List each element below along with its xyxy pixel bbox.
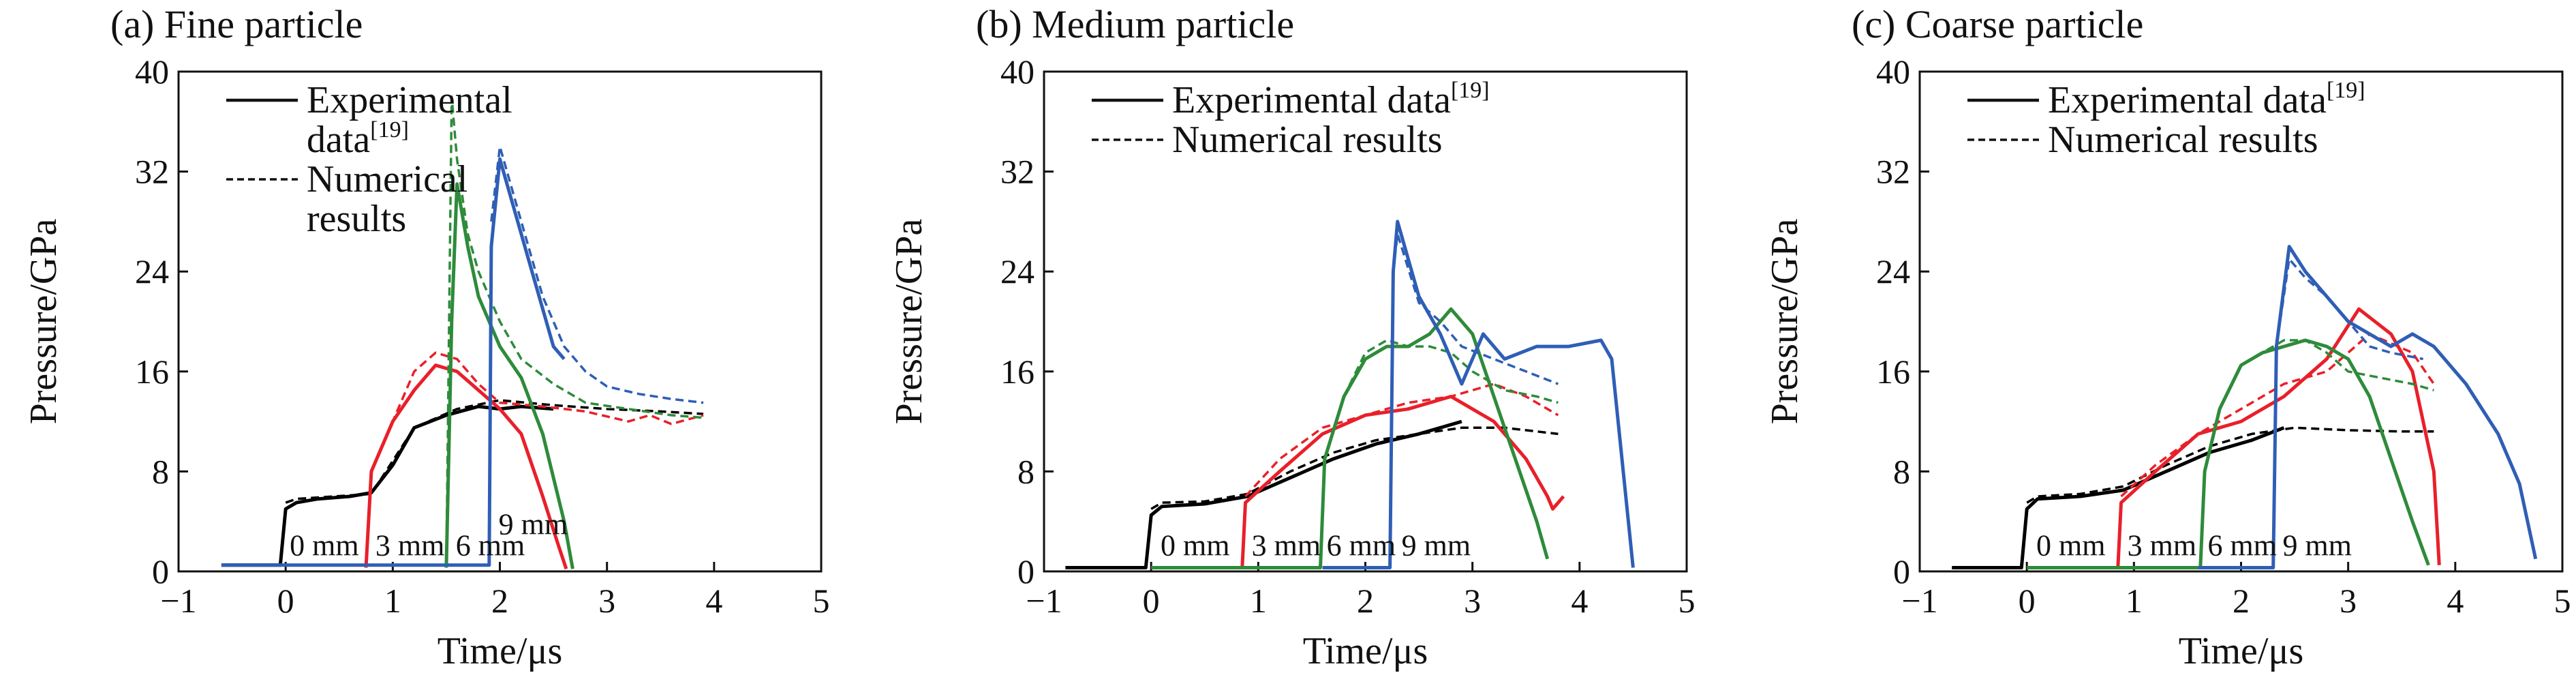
- chart-title: (b) Medium particle: [976, 2, 1294, 46]
- y-axis-label: Pressure/GPa: [888, 218, 930, 424]
- gauge-label: 6 mm: [2207, 529, 2276, 563]
- gauge-label: 3 mm: [2128, 529, 2196, 563]
- y-axis-label: Pressure/GPa: [1764, 218, 1806, 424]
- x-tick-label: 2: [1357, 582, 1374, 620]
- y-tick-label: 32: [1876, 153, 1910, 191]
- x-tick-label: 5: [1678, 582, 1696, 620]
- x-axis-label: Time/μs: [2179, 630, 2304, 672]
- series-numerical-9mm: [2275, 258, 2424, 361]
- y-tick-label: 16: [1876, 353, 1910, 391]
- y-axis-label: Pressure/GPa: [22, 218, 65, 424]
- chart-panel-1: (b) Medium particle−1 0 1 2 3 4 50816243240Tim…: [888, 2, 1696, 672]
- y-tick-label: 24: [1000, 252, 1034, 290]
- gauge-label: 0 mm: [1161, 529, 1229, 563]
- x-tick-label: 1: [1250, 582, 1267, 620]
- x-tick-label: 3: [1464, 582, 1481, 620]
- x-tick-label: 0: [2019, 582, 2036, 620]
- x-tick-label: 3: [2340, 582, 2357, 620]
- legend-label: Experimental data[19]: [1172, 78, 1490, 121]
- y-tick-label: 16: [1000, 353, 1034, 391]
- gauge-label: 0 mm: [290, 529, 358, 563]
- x-tick-label: −1: [1901, 582, 1937, 620]
- series-numerical-9mm: [490, 145, 704, 404]
- series-numerical-0mm: [285, 399, 704, 504]
- x-tick-label: −1: [1026, 582, 1062, 620]
- y-tick-label: 0: [1017, 552, 1034, 590]
- legend-citation: [19]: [2327, 78, 2365, 103]
- y-tick-label: 40: [1876, 53, 1910, 91]
- y-tick-label: 32: [1000, 153, 1034, 191]
- series-experimental-3mm: [1151, 395, 1565, 569]
- y-tick-label: 8: [1893, 452, 1910, 490]
- series-numerical-3mm: [2120, 333, 2435, 498]
- x-tick-label: 4: [705, 582, 722, 620]
- x-tick-label: 2: [491, 582, 508, 620]
- series-experimental-3mm: [2027, 307, 2441, 569]
- x-tick-label: 5: [2554, 582, 2571, 620]
- legend-citation: [19]: [1451, 78, 1490, 103]
- y-tick-label: 40: [135, 53, 169, 91]
- gauge-label: 3 mm: [1252, 529, 1321, 563]
- x-tick-label: 3: [598, 582, 615, 620]
- y-tick-label: 0: [152, 552, 169, 590]
- legend-label: Numerical results: [1172, 119, 1443, 161]
- x-tick-label: 5: [813, 582, 830, 620]
- x-tick-label: 2: [2233, 582, 2250, 620]
- series-experimental-0mm: [1952, 425, 2285, 569]
- series-numerical-0mm: [2026, 426, 2434, 504]
- chart-panel-2: (c) Coarse particle−1 0 1 2 3 4 50816243240Tim…: [1764, 2, 2571, 672]
- x-tick-label: 0: [1143, 582, 1160, 620]
- legend-citation: [19]: [370, 117, 409, 143]
- x-tick-label: 4: [2447, 582, 2464, 620]
- series-experimental-9mm: [1322, 220, 1635, 569]
- gauge-label: 6 mm: [1327, 529, 1396, 563]
- legend-label: Numerical: [307, 158, 467, 200]
- gauge-label: 9 mm: [499, 507, 568, 541]
- y-tick-label: 32: [135, 153, 169, 191]
- series-experimental-6mm: [1151, 307, 1550, 569]
- chart-title: (c) Coarse particle: [1852, 2, 2143, 46]
- gauge-label: 3 mm: [375, 529, 444, 563]
- series-numerical-6mm: [2203, 339, 2434, 472]
- x-axis-label: Time/μs: [438, 630, 563, 672]
- x-axis-label: Time/μs: [1303, 630, 1428, 672]
- series-experimental-6mm: [2027, 338, 2430, 569]
- y-tick-label: 24: [135, 252, 169, 290]
- legend-label: Experimental: [307, 79, 512, 121]
- gauge-label: 9 mm: [1402, 529, 1471, 563]
- x-tick-label: 1: [2126, 582, 2143, 620]
- legend-label: data[19]: [307, 117, 409, 161]
- series-experimental-9mm: [2198, 245, 2538, 569]
- y-tick-label: 8: [1017, 452, 1034, 490]
- chart-title: (a) Fine particle: [110, 2, 363, 46]
- series-numerical-3mm: [1244, 383, 1559, 498]
- series-experimental-9mm: [221, 157, 566, 567]
- y-tick-label: 8: [152, 452, 169, 490]
- legend-label: Numerical results: [2048, 119, 2318, 161]
- y-tick-label: 16: [135, 353, 169, 391]
- x-tick-label: −1: [160, 582, 196, 620]
- gauge-label: 6 mm: [456, 529, 525, 563]
- series-numerical-6mm: [1323, 339, 1559, 460]
- y-tick-label: 40: [1000, 53, 1034, 91]
- x-tick-label: 4: [1571, 582, 1588, 620]
- series-numerical-0mm: [1150, 426, 1559, 510]
- legend-label: results: [307, 198, 406, 240]
- y-tick-label: 0: [1893, 552, 1910, 590]
- x-tick-label: 1: [384, 582, 401, 620]
- series-numerical-9mm: [1392, 233, 1559, 385]
- x-tick-label: 0: [277, 582, 294, 620]
- chart-panel-0: (a) Fine particle−1 0 1 2 3 4 50816243240Time/…: [22, 2, 830, 672]
- gauge-label: 9 mm: [2283, 529, 2352, 563]
- series-numerical-3mm: [370, 351, 704, 473]
- legend-label: Experimental data[19]: [2048, 78, 2365, 121]
- series-numerical-6mm: [445, 95, 704, 568]
- y-tick-label: 24: [1876, 252, 1910, 290]
- gauge-label: 0 mm: [2036, 529, 2105, 563]
